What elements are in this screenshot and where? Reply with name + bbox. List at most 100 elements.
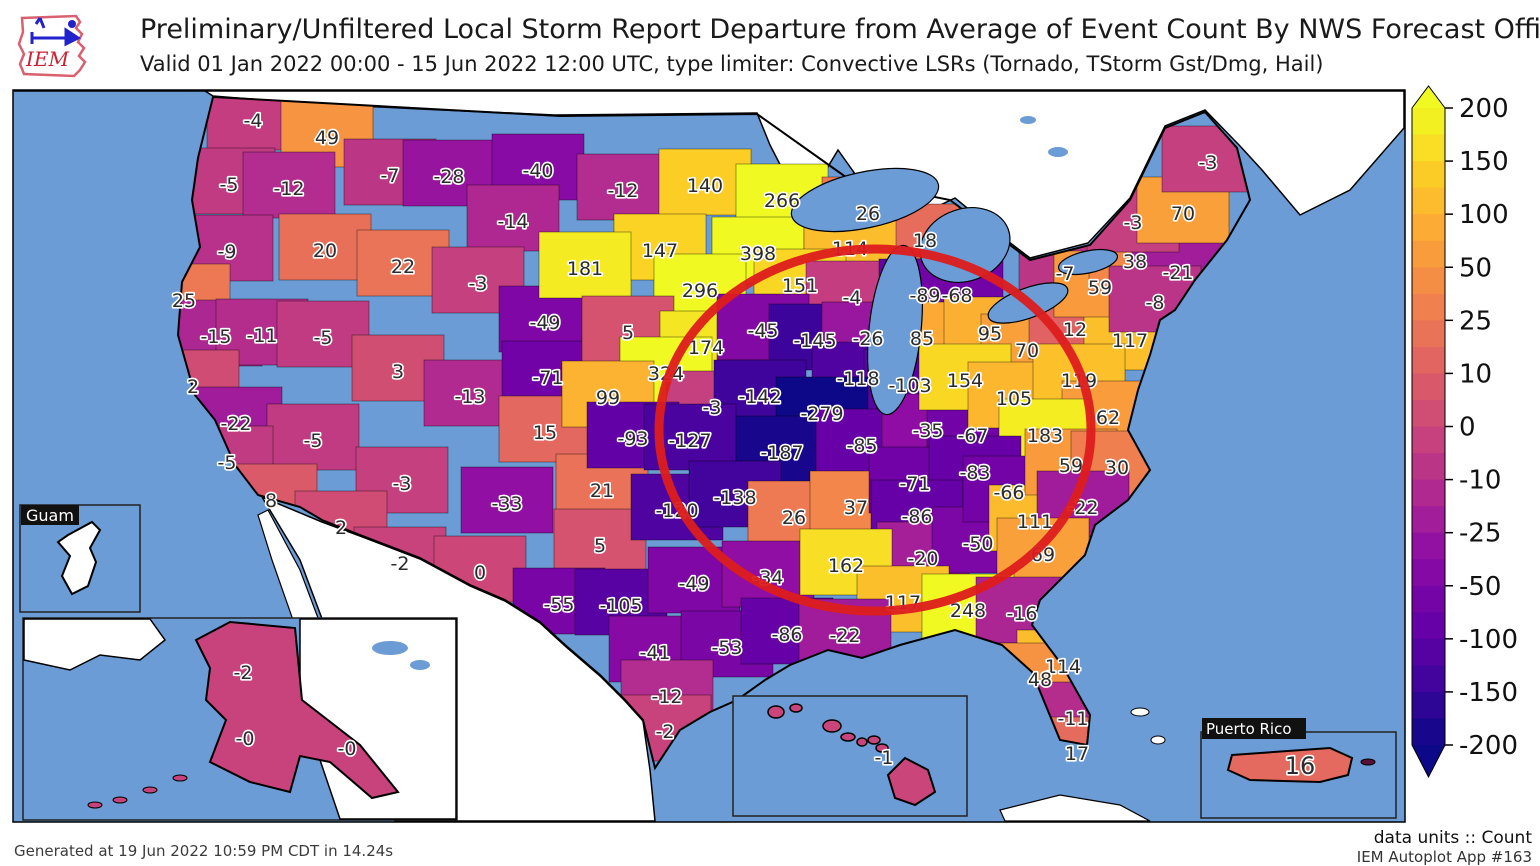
- guam-label: Guam: [26, 506, 74, 525]
- colorbar-segment: [1412, 373, 1445, 401]
- office-value: 15: [533, 422, 557, 444]
- office-value: 25: [172, 290, 196, 312]
- colorbar-segment: [1412, 453, 1445, 481]
- office-value: -2: [234, 662, 253, 684]
- office-value: -71: [532, 367, 563, 389]
- colorbar-segment: [1412, 108, 1445, 136]
- office-value: -4: [244, 110, 263, 132]
- office-value: 266: [764, 190, 800, 212]
- office-value: -28: [433, 166, 464, 188]
- office-region: [553, 508, 647, 576]
- office-value: 38: [1123, 251, 1147, 273]
- office-value: 22: [391, 256, 415, 278]
- office-value: -12: [607, 180, 638, 202]
- office-value: -16: [1006, 603, 1037, 625]
- colorbar-segment: [1412, 559, 1445, 587]
- great-lake: [1057, 248, 1119, 276]
- office-value: 105: [996, 388, 1032, 410]
- office-value: 5: [622, 322, 634, 344]
- colorbar-tick-label: -25: [1459, 519, 1501, 549]
- office-value: -1: [875, 747, 894, 769]
- office-value: 398: [740, 243, 776, 265]
- page-title: Preliminary/Unfiltered Local Storm Repor…: [140, 14, 1540, 45]
- office-value: -13: [454, 386, 485, 408]
- colorbar-segment: [1412, 585, 1445, 613]
- page-subtitle: Valid 01 Jan 2022 00:00 - 15 Jun 2022 12…: [140, 52, 1324, 76]
- colorbar-segment: [1412, 691, 1445, 719]
- ak-lake: [372, 641, 408, 655]
- colorbar-segment: [1412, 479, 1445, 507]
- office-value: -21: [1162, 262, 1193, 284]
- colorbar-segment: [1412, 214, 1445, 242]
- office-value: 183: [1027, 425, 1063, 447]
- office-value: -12: [651, 686, 682, 708]
- great-lake: [919, 207, 1011, 283]
- office-value: 37: [844, 497, 868, 519]
- office-value: -279: [800, 403, 843, 425]
- office-value: -5: [304, 430, 323, 452]
- colorbar-bottom-arrow: [1412, 745, 1445, 777]
- hawaii-island: [840, 732, 856, 742]
- great-lake: [867, 244, 923, 416]
- office-region: [658, 148, 752, 216]
- office-value: -45: [747, 320, 778, 342]
- office-value: 59: [1059, 455, 1083, 477]
- colorbar-segment: [1412, 718, 1445, 746]
- office-value: -103: [888, 375, 931, 397]
- office-value: 2: [335, 517, 347, 539]
- office-value: -4: [843, 287, 862, 309]
- office-value: 0: [474, 562, 486, 584]
- office-value: -8: [1146, 292, 1165, 314]
- aleutian-island: [87, 801, 103, 809]
- hawaii-island: [875, 743, 889, 753]
- office-value: -26: [852, 328, 883, 350]
- office-value: -33: [491, 493, 522, 515]
- office-value: 21: [590, 480, 614, 502]
- colorbar-tick-label: 200: [1459, 94, 1509, 124]
- office-value: 20: [313, 240, 337, 262]
- colorbar-segment: [1412, 240, 1445, 268]
- hawaii-island: [822, 719, 842, 733]
- colorbar-tick-label: -150: [1459, 678, 1518, 708]
- office-region: [278, 213, 372, 281]
- iem-logo: IEM: [17, 14, 87, 78]
- office-value: 8: [265, 490, 277, 512]
- colorbar-segment: [1412, 293, 1445, 321]
- colorbar-segment: [1412, 506, 1445, 534]
- office-value: -50: [962, 533, 993, 555]
- office-value: -7: [1056, 263, 1075, 285]
- office-value: -142: [738, 386, 781, 408]
- office-region: [576, 153, 670, 221]
- bahamas-island: [1130, 707, 1150, 717]
- canada-lake: [1048, 147, 1068, 157]
- office-value: -68: [941, 285, 972, 307]
- office-value: 154: [947, 370, 983, 392]
- office-value: 140: [687, 175, 723, 197]
- canada-lake: [1020, 116, 1036, 124]
- hawaii-island: [856, 737, 868, 747]
- colorbar-segment: [1412, 267, 1445, 295]
- colorbar-tick-label: 25: [1459, 306, 1492, 336]
- colorbar-segment: [1412, 399, 1445, 427]
- hawaii-big-island: [886, 756, 937, 807]
- office-value: -22: [829, 625, 860, 647]
- office-value: -15: [200, 326, 231, 348]
- office-value: 59: [1088, 277, 1112, 299]
- hawaii-island: [867, 735, 881, 745]
- office-value: -71: [899, 473, 930, 495]
- puerto-rico-island: [1226, 746, 1354, 784]
- great-lake: [790, 167, 940, 233]
- office-value: 49: [315, 127, 339, 149]
- office-value-labels: -449-5 -12-7 -28 -40-14-9 2022-325-15 -11 -532…: [170, 108, 1317, 781]
- aleutian-island: [172, 774, 188, 782]
- office-value: 5: [594, 535, 606, 557]
- office-value: -35: [912, 420, 943, 442]
- office-value: 117: [1112, 330, 1148, 352]
- colorbar-tick-label: 50: [1459, 253, 1492, 283]
- office-region: [242, 151, 336, 219]
- office-value: -2: [391, 553, 410, 575]
- colorbar-tick-label: 100: [1459, 200, 1509, 230]
- office-value: -14: [497, 211, 528, 233]
- colorbar-tick-label: -10: [1459, 466, 1501, 496]
